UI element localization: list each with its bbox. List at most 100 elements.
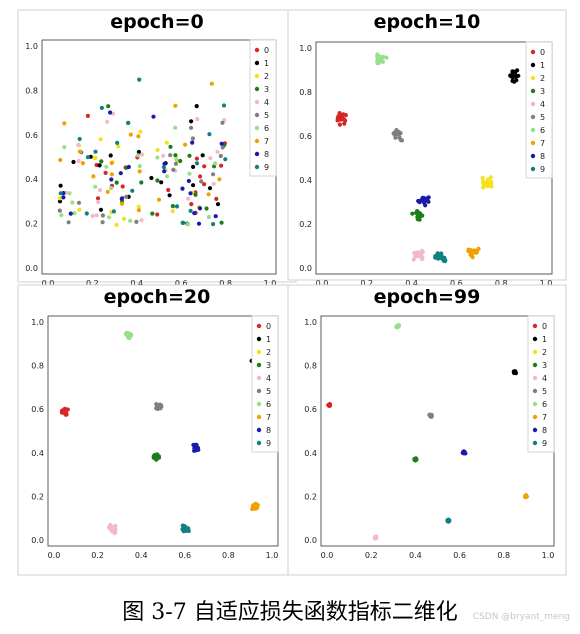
point-class-6 bbox=[173, 125, 178, 130]
legend-marker bbox=[256, 388, 262, 394]
point-class-1 bbox=[149, 175, 154, 181]
point-class-9 bbox=[194, 161, 200, 166]
legend-marker bbox=[530, 101, 536, 107]
point-class-2 bbox=[155, 147, 160, 153]
point-class-0 bbox=[194, 156, 199, 161]
panel-frame bbox=[287, 9, 567, 281]
legend-marker bbox=[530, 166, 536, 172]
point-class-5 bbox=[124, 194, 129, 199]
point-class-0 bbox=[166, 187, 171, 193]
x-tick-label: 0.0 bbox=[42, 279, 55, 288]
legend-marker bbox=[532, 414, 538, 420]
point-class-6 bbox=[93, 184, 98, 189]
point-class-0 bbox=[214, 196, 219, 201]
point-class-4 bbox=[412, 251, 417, 256]
point-class-3 bbox=[412, 457, 417, 463]
point-class-7 bbox=[206, 192, 211, 197]
point-class-7 bbox=[471, 250, 476, 255]
point-class-8 bbox=[151, 114, 156, 119]
point-class-7 bbox=[524, 493, 529, 499]
point-class-8 bbox=[188, 191, 193, 196]
point-class-6 bbox=[380, 59, 386, 64]
point-class-6 bbox=[185, 222, 191, 227]
legend: 0 1 2 3 4 5 6 7 8 9 bbox=[525, 41, 553, 179]
legend-label: 3 bbox=[264, 85, 269, 94]
point-class-7 bbox=[58, 157, 63, 163]
point-class-9 bbox=[435, 252, 440, 257]
point-class-3 bbox=[410, 211, 415, 216]
point-class-5 bbox=[171, 167, 176, 172]
point-class-4 bbox=[161, 153, 166, 158]
legend-marker bbox=[256, 427, 262, 433]
point-class-4 bbox=[211, 181, 216, 186]
legend-marker bbox=[532, 401, 538, 407]
y-tick-label: 0.6 bbox=[31, 405, 44, 414]
point-class-0 bbox=[219, 163, 224, 168]
point-class-8 bbox=[180, 186, 185, 191]
point-class-8 bbox=[196, 221, 202, 226]
legend-marker bbox=[254, 60, 260, 66]
y-tick-label: 0.0 bbox=[299, 264, 312, 273]
legend-marker bbox=[256, 336, 262, 342]
x-tick-label: 0.6 bbox=[450, 279, 463, 288]
point-class-1 bbox=[194, 104, 199, 109]
point-class-5 bbox=[173, 161, 178, 166]
point-class-5 bbox=[396, 129, 401, 134]
point-class-6 bbox=[396, 323, 401, 328]
legend-marker bbox=[532, 375, 538, 381]
points bbox=[57, 77, 228, 227]
point-class-0 bbox=[60, 409, 65, 414]
panel-title: epoch=10 bbox=[374, 11, 481, 33]
x-tick-label: 0.6 bbox=[175, 279, 188, 288]
y-tick-label: 0.2 bbox=[304, 492, 317, 501]
point-class-6 bbox=[384, 55, 389, 60]
point-class-3 bbox=[155, 178, 160, 183]
point-class-1 bbox=[215, 202, 221, 207]
legend: 0 1 2 3 4 5 6 7 8 9 bbox=[249, 39, 277, 177]
point-class-4 bbox=[90, 213, 95, 218]
point-class-9 bbox=[207, 132, 212, 137]
point-class-6 bbox=[59, 213, 64, 218]
y-tick-label: 0.4 bbox=[304, 449, 317, 458]
point-class-3 bbox=[219, 220, 224, 225]
point-class-8 bbox=[420, 195, 425, 200]
y-tick-label: 1.0 bbox=[304, 318, 317, 327]
legend-label: 8 bbox=[540, 152, 545, 161]
legend-label: 0 bbox=[540, 48, 545, 57]
point-class-0 bbox=[335, 118, 340, 123]
point-class-9 bbox=[130, 188, 135, 193]
point-class-3 bbox=[99, 159, 104, 164]
legend-label: 0 bbox=[542, 322, 547, 331]
point-class-1 bbox=[136, 149, 141, 155]
x-tick-label: 1.0 bbox=[542, 551, 555, 560]
point-class-3 bbox=[416, 210, 421, 215]
point-class-8 bbox=[108, 110, 113, 115]
point-class-2 bbox=[77, 207, 82, 212]
point-class-8 bbox=[426, 199, 431, 204]
legend-marker bbox=[532, 336, 538, 342]
legend-label: 1 bbox=[542, 335, 547, 344]
point-class-0 bbox=[336, 114, 341, 119]
panel-frame bbox=[287, 284, 567, 576]
point-class-9 bbox=[137, 77, 142, 82]
point-class-1 bbox=[57, 199, 63, 204]
point-class-7 bbox=[253, 506, 258, 511]
point-class-2 bbox=[136, 204, 141, 209]
legend-marker bbox=[256, 362, 262, 368]
legend-marker bbox=[530, 62, 536, 68]
point-class-5 bbox=[76, 200, 82, 205]
point-class-0 bbox=[103, 170, 108, 175]
point-class-6 bbox=[174, 157, 179, 162]
point-class-9 bbox=[183, 525, 188, 530]
x-tick-label: 0.2 bbox=[365, 551, 378, 560]
point-class-6 bbox=[124, 330, 129, 335]
point-class-9 bbox=[442, 255, 447, 260]
point-class-1 bbox=[191, 183, 196, 188]
point-class-8 bbox=[190, 140, 195, 145]
legend-marker bbox=[530, 88, 536, 94]
point-class-3 bbox=[415, 217, 420, 222]
x-tick-label: 0.4 bbox=[409, 551, 422, 560]
panel-3: epoch=99 0.0 0.2 0.4 0.6 0.8 1.0 0.0 0.2 0.4 0.6 0.… bbox=[287, 284, 567, 576]
point-class-8 bbox=[118, 171, 123, 176]
